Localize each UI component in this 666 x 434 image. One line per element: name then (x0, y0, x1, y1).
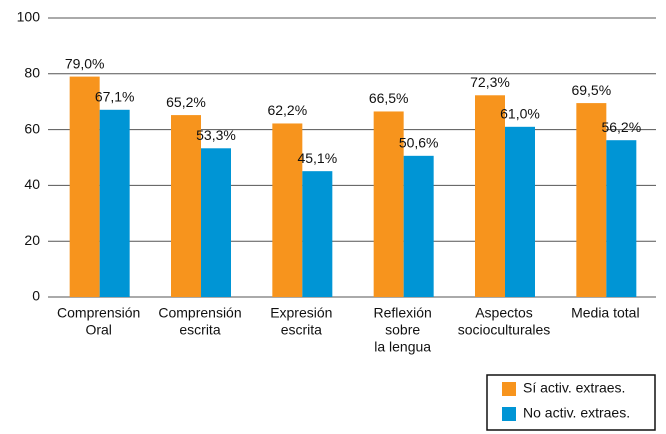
value-label: 65,2% (166, 94, 206, 110)
y-tick-label: 80 (24, 65, 40, 81)
value-label: 53,3% (196, 127, 236, 143)
x-tick-label: escrita (179, 322, 220, 338)
value-label: 45,1% (297, 150, 337, 166)
y-tick-label: 100 (17, 9, 41, 25)
x-tick-label: Media total (571, 305, 639, 321)
x-tick-label: Oral (85, 322, 111, 338)
y-tick-label: 0 (32, 288, 40, 304)
bar (606, 140, 637, 297)
x-tick-label: Aspectos (475, 305, 533, 321)
x-tick-label: Comprensión (158, 305, 241, 321)
value-label: 67,1% (95, 88, 135, 104)
x-tick-label: escrita (281, 322, 322, 338)
value-label: 69,5% (571, 82, 611, 98)
value-label: 56,2% (601, 119, 641, 135)
x-tick-label: Reflexión (373, 305, 431, 321)
y-tick-label: 60 (24, 120, 40, 136)
bar (69, 76, 100, 297)
x-tick-label: sobre (385, 322, 420, 338)
bar (373, 111, 404, 297)
legend-swatch (502, 407, 516, 421)
value-label: 62,2% (267, 102, 307, 118)
legend-swatch (502, 382, 516, 396)
value-label: 61,0% (500, 106, 540, 122)
value-label: 79,0% (65, 55, 105, 71)
value-label: 72,3% (470, 74, 510, 90)
bar (403, 155, 434, 297)
x-tick-label: la lengua (374, 339, 431, 355)
legend-label: Sí activ. extraes. (523, 380, 625, 396)
bar (201, 148, 231, 297)
x-tick-label: Expresión (270, 305, 332, 321)
legend-box (486, 374, 656, 431)
y-tick-label: 20 (24, 232, 40, 248)
value-label: 66,5% (369, 90, 409, 106)
x-tick-label: Comprensión (57, 305, 140, 321)
bar (99, 109, 130, 297)
bar (576, 103, 607, 297)
bar (505, 126, 535, 297)
y-tick-label: 40 (24, 176, 40, 192)
x-tick-label: socioculturales (458, 322, 551, 338)
bar (272, 123, 303, 297)
bar (171, 115, 201, 297)
value-label: 50,6% (399, 135, 439, 151)
bar (302, 171, 333, 297)
bar (475, 95, 505, 298)
legend-label: No activ. extraes. (523, 405, 630, 421)
